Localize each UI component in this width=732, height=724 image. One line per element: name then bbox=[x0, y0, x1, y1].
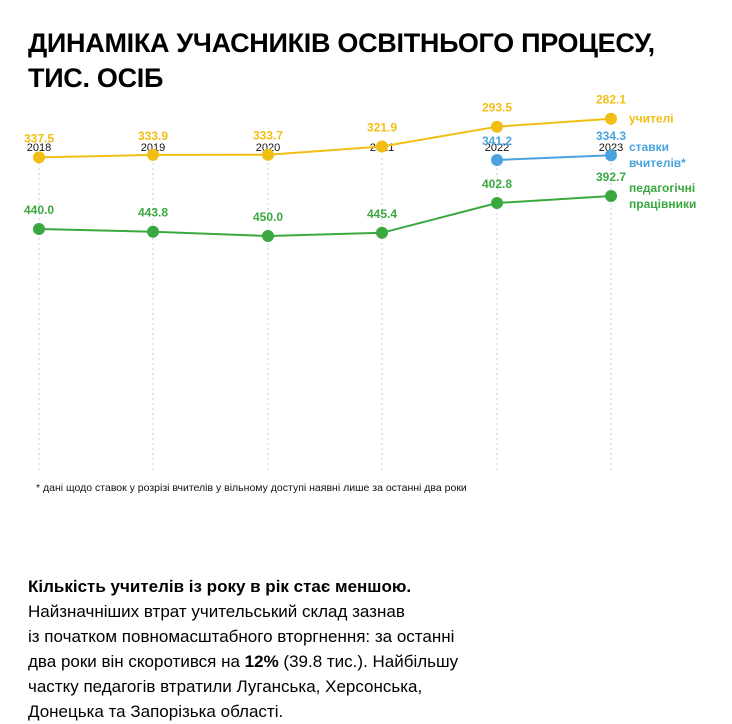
data-label-pedahohichni-2018: 440.0 bbox=[24, 203, 54, 217]
commentary-line-1: Найзначніших втрат учительський склад за… bbox=[28, 602, 405, 621]
data-label-uchyteli-2022: 293.5 bbox=[482, 101, 512, 115]
data-point-uchyteli-2023 bbox=[605, 112, 617, 125]
data-label-pedahohichni-2019: 443.8 bbox=[138, 206, 168, 220]
x-tick-label-2020: 2020 bbox=[256, 142, 280, 154]
data-label-uchyteli-2020: 333.7 bbox=[253, 129, 283, 143]
commentary-line-3: два роки він скоротився на 12% (39.8 тис… bbox=[28, 649, 708, 674]
data-label-pedahohichni-2023: 392.7 bbox=[596, 170, 626, 184]
x-tick-label-2018: 2018 bbox=[27, 142, 51, 154]
commentary-line-3-post: (39.8 тис.). Найбільшу bbox=[278, 652, 459, 671]
data-label-pedahohichni-2022: 402.8 bbox=[482, 177, 512, 191]
data-point-stavky-2023 bbox=[605, 149, 617, 162]
chart-title: ДИНАМІКА УЧАСНИКІВ ОСВІТНЬОГО ПРОЦЕСУ, Т… bbox=[28, 26, 718, 96]
commentary-highlight: 12% bbox=[244, 652, 279, 671]
data-label-uchyteli-2021: 321.9 bbox=[367, 121, 397, 135]
data-label-uchyteli-2019: 333.9 bbox=[138, 129, 168, 143]
series-line-stavky bbox=[496, 154, 612, 161]
series-name-stavky-1: вчителів* bbox=[629, 156, 686, 170]
data-label-pedahohichni-2021: 445.4 bbox=[367, 207, 397, 221]
commentary-line-3-pre: два роки він скоротився на bbox=[28, 652, 245, 671]
data-point-uchyteli-2019 bbox=[147, 148, 159, 161]
title-line-2: ТИС. ОСІБ bbox=[28, 63, 164, 93]
commentary-line-5: Донецька та Запорізька області. bbox=[28, 702, 284, 721]
commentary: Кількість учителів із року в рік стає ме… bbox=[28, 574, 708, 724]
line-chart: 201820192020202120222023440.0443.8450.04… bbox=[24, 93, 696, 470]
commentary-lead: Кількість учителів із року в рік стає ме… bbox=[28, 577, 412, 596]
x-tick-label-2019: 2019 bbox=[141, 142, 165, 154]
data-label-uchyteli-2018: 337.5 bbox=[24, 131, 54, 145]
series-name-stavky-0: ставки bbox=[629, 140, 669, 154]
data-point-stavky-2022 bbox=[491, 154, 503, 166]
data-point-pedahohichni-2023 bbox=[605, 190, 617, 202]
data-point-uchyteli-2022 bbox=[491, 120, 503, 133]
series-name-pedahohichni-1: працівники bbox=[629, 197, 696, 211]
series-line-pedahohichni bbox=[38, 195, 612, 238]
data-point-pedahohichni-2022 bbox=[491, 197, 503, 209]
commentary-line-2: із початком повномасштабного вторгнення:… bbox=[28, 627, 455, 646]
footnote: * дані щодо ставок у розрізі вчителів у … bbox=[36, 482, 467, 494]
data-point-pedahohichni-2020 bbox=[262, 230, 274, 242]
commentary-line-4: частку педагогів втратили Луганська, Хер… bbox=[28, 677, 423, 696]
data-point-pedahohichni-2021 bbox=[376, 226, 388, 239]
title-line-1: ДИНАМІКА УЧАСНИКІВ ОСВІТНЬОГО ПРОЦЕСУ, bbox=[28, 28, 655, 58]
data-point-pedahohichni-2019 bbox=[147, 225, 159, 238]
data-label-uchyteli-2023: 282.1 bbox=[596, 93, 626, 107]
data-label-pedahohichni-2020: 450.0 bbox=[253, 210, 283, 224]
series-name-pedahohichni-0: педагогічні bbox=[629, 181, 695, 195]
x-tick-label-2022: 2022 bbox=[485, 142, 509, 154]
data-point-uchyteli-2020 bbox=[262, 148, 274, 161]
data-point-uchyteli-2021 bbox=[376, 140, 388, 153]
data-label-stavky-2023: 334.3 bbox=[596, 129, 626, 143]
data-point-pedahohichni-2018 bbox=[33, 223, 45, 235]
data-label-stavky-2022: 341.2 bbox=[482, 134, 512, 148]
data-point-uchyteli-2018 bbox=[33, 151, 45, 164]
series-name-uchyteli-0: учителі bbox=[629, 112, 674, 126]
series-line-uchyteli bbox=[38, 117, 612, 159]
x-tick-label-2023: 2023 bbox=[599, 142, 623, 154]
